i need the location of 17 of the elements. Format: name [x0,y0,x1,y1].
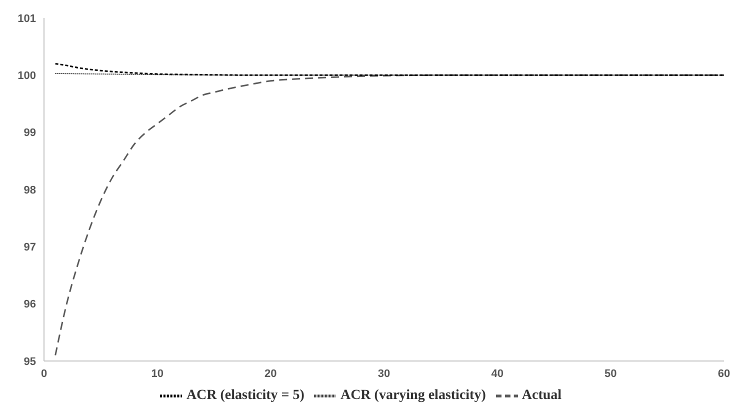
x-tick-label: 50 [604,368,617,380]
legend-label: Actual [522,388,562,404]
legend-label: ACR (elasticity = 5) [186,388,304,404]
x-tick-label: 20 [264,368,277,380]
x-tick-label: 10 [151,368,164,380]
legend-label: ACR (varying elasticity) [340,388,486,404]
y-tick-label: 95 [24,356,36,368]
x-tick-label: 60 [718,368,730,380]
x-tick-label: 30 [378,368,390,380]
x-tick-label: 0 [40,368,48,380]
x-tick-label: 40 [491,368,504,380]
y-tick-label: 99 [24,127,36,140]
y-tick-label: 98 [24,184,36,196]
y-tick-label: 100 [18,70,36,82]
y-tick-label: 101 [18,12,36,25]
y-tick-label: 97 [24,242,36,254]
y-tick-label: 96 [24,298,36,311]
